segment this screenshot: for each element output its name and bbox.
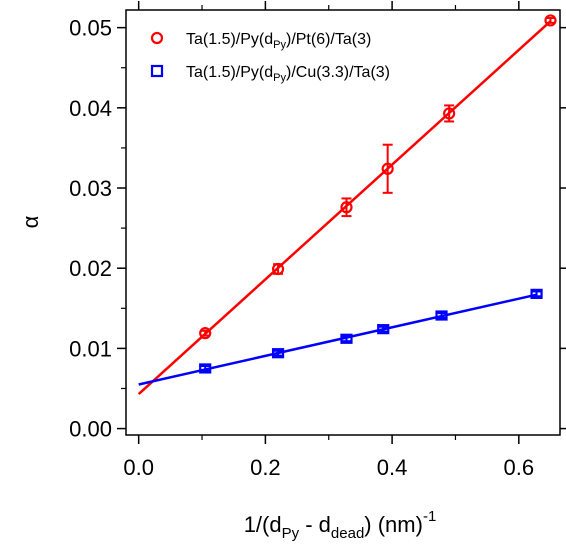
data-point-square [530,288,543,299]
plot-frame [125,9,561,436]
x-axis-title: 1/(dPy - ddead) (nm)-1 [244,508,437,542]
legend-entry-pt: Ta(1.5)/Py(dPy)/Pt(6)/Ta(3) [150,31,371,51]
data-point-square [377,324,390,335]
y-axis-ticks: 0.00 0.01 0.02 0.03 0.04 0.05 [69,16,566,442]
x-tick-label: 0.2 [250,455,281,480]
x-axis-ticks: 0.0 0.2 0.4 0.6 [123,1,534,480]
x-tick-label: 0.6 [504,455,535,480]
data-point-circle [271,262,285,276]
legend: Ta(1.5)/Py(dPy)/Pt(6)/Ta(3) Ta(1.5)/Py(d… [150,31,390,84]
data-points [199,14,557,374]
data-point-circle [381,162,394,175]
data-point-square [435,310,448,321]
data-point-square [271,348,285,359]
y-tick-label: 0.01 [69,336,112,361]
data-point-circle [199,327,212,340]
legend-entry-cu: Ta(1.5)/Py(dPy)/Cu(3.3)/Ta(3) [150,64,390,84]
data-point-square [199,363,212,374]
data-point-circle [340,201,353,214]
data-point-square [340,333,353,344]
data-point-circle [443,107,456,120]
y-axis-title: α [18,215,43,228]
legend-label-cu: Ta(1.5)/Py(dPy)/Cu(3.3)/Ta(3) [186,64,390,84]
fit-line-series-0 [137,20,552,396]
y-tick-label: 0.04 [69,96,112,121]
x-tick-label: 0.0 [123,455,154,480]
data-point-circle [544,14,557,27]
legend-marker-square [150,64,164,78]
y-tick-label: 0.02 [69,256,112,281]
y-tick-label: 0.00 [69,417,112,442]
legend-label-pt: Ta(1.5)/Py(dPy)/Pt(6)/Ta(3) [186,31,371,51]
legend-marker-circle [150,31,164,45]
y-tick-label: 0.03 [69,176,112,201]
y-tick-label: 0.05 [69,16,112,41]
x-tick-label: 0.4 [377,455,408,480]
